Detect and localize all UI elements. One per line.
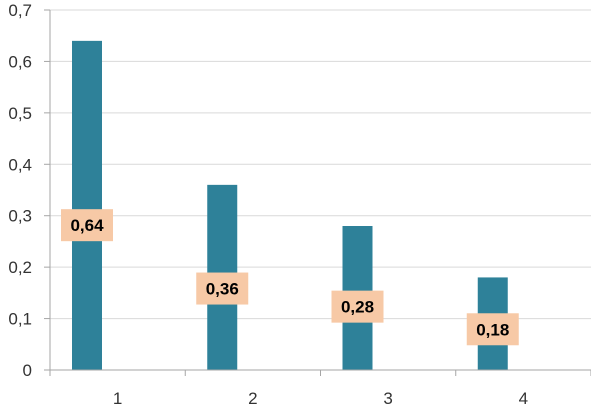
data-label-background bbox=[196, 272, 249, 305]
x-tick-label: 3 bbox=[383, 389, 392, 407]
y-tick-label: 0,5 bbox=[8, 104, 32, 123]
gridlines bbox=[50, 9, 591, 320]
y-tick-label: 0,6 bbox=[8, 52, 32, 71]
data-labels: 0,64 0,36 0,28 0,18 bbox=[61, 209, 519, 346]
y-tick-label: 0,3 bbox=[8, 207, 32, 226]
x-tick-label: 2 bbox=[248, 389, 257, 407]
axes: 0 0,1 0,2 0,3 0,4 0,5 0,6 0,7 1 2 3 4 bbox=[8, 1, 591, 407]
data-label: 0,28 bbox=[341, 298, 374, 317]
y-tick-label: 0 bbox=[23, 361, 32, 380]
x-tick-label: 4 bbox=[519, 389, 528, 407]
y-tick-label: 0,7 bbox=[8, 1, 32, 20]
bar bbox=[72, 40, 102, 370]
data-label: 0,36 bbox=[206, 280, 239, 299]
data-label-background bbox=[331, 290, 384, 323]
data-label: 0,64 bbox=[70, 216, 104, 235]
y-tick-label: 0,4 bbox=[8, 155, 32, 174]
data-label-background bbox=[466, 313, 519, 346]
bars bbox=[72, 40, 508, 370]
x-tick-label: 1 bbox=[113, 389, 122, 407]
data-label: 0,18 bbox=[476, 320, 509, 339]
y-tick-label: 0,2 bbox=[8, 258, 32, 277]
y-tick-label: 0,1 bbox=[8, 310, 32, 329]
data-label-background bbox=[61, 209, 113, 242]
